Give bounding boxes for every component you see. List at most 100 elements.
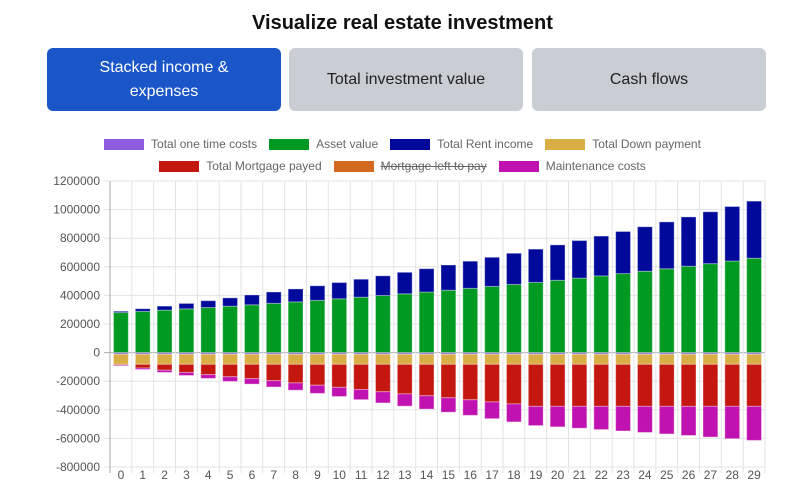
bar-segment bbox=[134, 367, 151, 371]
x-tick-label: 5 bbox=[227, 468, 234, 482]
legend-label: Mortgage left to pay bbox=[380, 159, 487, 173]
bar-segment bbox=[396, 353, 413, 365]
legend-item[interactable]: Total one time costs bbox=[104, 137, 257, 151]
bar-segment bbox=[418, 395, 435, 410]
bar-segment bbox=[265, 302, 282, 354]
bar-segment bbox=[222, 363, 239, 378]
bar-segment bbox=[724, 260, 741, 354]
bar-segment bbox=[724, 405, 741, 440]
x-tick-label: 28 bbox=[726, 468, 740, 482]
x-tick-label: 8 bbox=[292, 468, 299, 482]
bar-segment bbox=[484, 285, 500, 354]
bar-segment bbox=[506, 403, 522, 423]
bar-segment bbox=[440, 264, 457, 291]
x-tick-label: 26 bbox=[682, 468, 696, 482]
bar-segment bbox=[658, 353, 675, 365]
legend-item[interactable]: Asset value bbox=[269, 137, 378, 151]
bar-segment bbox=[462, 260, 479, 289]
legend-swatch bbox=[333, 160, 374, 172]
bar-segment bbox=[702, 211, 719, 265]
bar-segment bbox=[265, 353, 282, 365]
bar-segment bbox=[222, 376, 239, 382]
bar-segment bbox=[680, 353, 697, 365]
bar-segment bbox=[287, 363, 304, 384]
bar-segment bbox=[418, 353, 435, 365]
bar-segment bbox=[462, 399, 479, 416]
cash-flows-button[interactable]: Cash flows bbox=[532, 48, 766, 111]
bar-segment bbox=[658, 363, 675, 407]
bar-segment bbox=[746, 353, 763, 365]
legend-item[interactable]: Total Down payment bbox=[545, 137, 701, 151]
bar-segment bbox=[375, 295, 391, 354]
bar-segment bbox=[418, 291, 435, 354]
x-tick-label: 14 bbox=[420, 468, 434, 482]
bar-segment bbox=[637, 353, 653, 365]
legend-label: Asset value bbox=[316, 137, 379, 151]
stacked-income-expenses-button[interactable]: Stacked income & expenses bbox=[47, 48, 281, 111]
bar-segment bbox=[200, 353, 217, 365]
legend-row-2: Total Mortgage payed Mortgage left to pay… bbox=[0, 159, 805, 173]
bar-segment bbox=[440, 397, 457, 413]
legend-row-1: Total one time costs Asset value Total Ren… bbox=[0, 137, 805, 151]
bar-segment bbox=[593, 353, 610, 365]
bar-segment bbox=[156, 369, 173, 373]
bar-segment bbox=[615, 405, 632, 432]
bar-segment bbox=[178, 308, 195, 354]
bar-segment bbox=[637, 405, 653, 433]
bar-segment bbox=[680, 265, 697, 354]
legend-label: Total Down payment bbox=[592, 137, 701, 151]
bar-segment bbox=[615, 230, 632, 275]
x-tick-label: 0 bbox=[118, 468, 125, 482]
bar-segment bbox=[156, 353, 173, 365]
bar-segment bbox=[113, 312, 129, 354]
bar-segment bbox=[134, 308, 151, 312]
x-tick-label: 10 bbox=[333, 468, 347, 482]
bar-segment bbox=[113, 310, 129, 314]
bar-segment bbox=[331, 298, 348, 354]
x-tick-label: 3 bbox=[183, 468, 190, 482]
bar-segment bbox=[244, 363, 260, 380]
legend-swatch bbox=[104, 138, 145, 150]
legend-label: Total Mortgage payed bbox=[206, 159, 322, 173]
legend-item[interactable]: Total Mortgage payed bbox=[159, 159, 322, 173]
y-tick-label: 200000 bbox=[60, 317, 100, 331]
bar-segment bbox=[222, 297, 239, 307]
legend-label: Total one time costs bbox=[151, 137, 258, 151]
legend-swatch bbox=[545, 138, 586, 150]
bar-segment bbox=[746, 200, 763, 259]
bar-segment bbox=[527, 281, 544, 354]
bar-segment bbox=[484, 401, 500, 420]
y-tick-label: -200000 bbox=[56, 374, 100, 388]
bar-segment bbox=[462, 363, 479, 401]
legend-item[interactable]: Mortgage left to pay bbox=[333, 159, 487, 173]
x-tick-label: 21 bbox=[573, 468, 587, 482]
x-tick-label: 12 bbox=[376, 468, 390, 482]
bar-segment bbox=[353, 296, 369, 354]
bar-segment bbox=[746, 405, 763, 441]
bar-segment bbox=[484, 256, 500, 287]
bar-segment bbox=[156, 305, 173, 311]
bar-segment bbox=[178, 363, 195, 373]
bar-segment bbox=[440, 353, 457, 365]
bar-segment bbox=[593, 363, 610, 407]
bar-segment bbox=[418, 268, 435, 293]
bar-segment bbox=[571, 277, 588, 354]
x-tick-label: 4 bbox=[205, 468, 212, 482]
legend-item[interactable]: Maintenance costs bbox=[498, 159, 646, 173]
total-investment-value-button[interactable]: Total investment value bbox=[289, 48, 523, 111]
x-tick-label: 25 bbox=[660, 468, 674, 482]
x-tick-label: 15 bbox=[442, 468, 456, 482]
bar-segment bbox=[506, 252, 522, 285]
bar-segment bbox=[593, 235, 610, 277]
bar-segment bbox=[375, 353, 391, 365]
bar-segment bbox=[396, 393, 413, 407]
bar-segment bbox=[265, 363, 282, 382]
y-tick-label: 600000 bbox=[60, 260, 100, 274]
bar-segment bbox=[527, 248, 544, 283]
legend-swatch bbox=[269, 138, 310, 150]
legend-swatch bbox=[498, 160, 539, 172]
bar-segment bbox=[702, 263, 719, 354]
legend-item[interactable]: Total Rent income bbox=[390, 137, 533, 151]
bar-segment bbox=[724, 206, 741, 262]
x-tick-label: 16 bbox=[464, 468, 478, 482]
